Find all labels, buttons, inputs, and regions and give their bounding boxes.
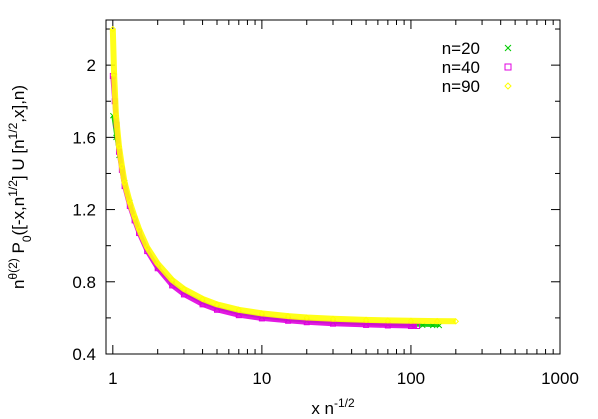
legend-label: n=20 bbox=[442, 39, 480, 58]
series-band bbox=[109, 28, 456, 325]
legend-marker bbox=[504, 82, 512, 90]
legend-marker bbox=[504, 63, 512, 71]
legend: n=20n=40n=90 bbox=[442, 39, 512, 96]
x-tick-label: 1000 bbox=[541, 369, 579, 388]
data-point bbox=[433, 317, 441, 325]
x-axis-label: x n-1/2 bbox=[311, 396, 355, 418]
plot-frame bbox=[105, 19, 561, 355]
data-point bbox=[180, 285, 188, 293]
data-point bbox=[452, 318, 460, 325]
series-band bbox=[110, 75, 418, 329]
y-tick-label: 1.2 bbox=[72, 201, 96, 220]
data-point bbox=[258, 310, 266, 317]
x-tick-label: 10 bbox=[252, 369, 271, 388]
data-point bbox=[112, 112, 120, 119]
series-band bbox=[111, 115, 440, 327]
data-point bbox=[235, 306, 242, 313]
series-n-90 bbox=[109, 25, 460, 325]
x-tick-label: 100 bbox=[397, 369, 425, 388]
series-layer bbox=[109, 25, 460, 330]
data-point bbox=[213, 301, 221, 308]
data-point bbox=[329, 315, 337, 323]
series-n-40 bbox=[109, 72, 421, 330]
axis-ticks: 1 10 100 1000 0.4 0.8 1.2 1.6 2 bbox=[72, 20, 579, 388]
legend-marker bbox=[504, 44, 512, 52]
legend-label: n=40 bbox=[442, 58, 480, 77]
data-point bbox=[168, 276, 176, 284]
data-point bbox=[154, 260, 161, 267]
series-n-20 bbox=[109, 112, 443, 329]
data-point bbox=[115, 143, 123, 150]
data-point bbox=[384, 317, 392, 324]
data-point bbox=[303, 314, 310, 321]
data-point bbox=[118, 163, 126, 170]
y-tick-label: 1.6 bbox=[72, 128, 96, 147]
data-point bbox=[109, 25, 117, 33]
data-point bbox=[135, 226, 143, 233]
y-tick-label: 2 bbox=[87, 56, 96, 75]
legend-label: n=90 bbox=[442, 77, 480, 96]
data-point bbox=[110, 70, 118, 78]
data-point bbox=[284, 312, 292, 320]
y-tick-label: 0.8 bbox=[72, 273, 96, 292]
data-point bbox=[126, 199, 134, 206]
data-point bbox=[131, 213, 138, 220]
data-point bbox=[362, 316, 370, 324]
y-tick-label: 0.4 bbox=[72, 345, 96, 364]
x-tick-label: 1 bbox=[108, 369, 117, 388]
data-point bbox=[407, 317, 415, 324]
data-point bbox=[143, 244, 151, 251]
y-axis-label: nθ(2) P0([-x,n1/2] U [n1/2,x],n) bbox=[6, 85, 34, 289]
data-point bbox=[199, 295, 206, 303]
data-point bbox=[121, 179, 128, 186]
